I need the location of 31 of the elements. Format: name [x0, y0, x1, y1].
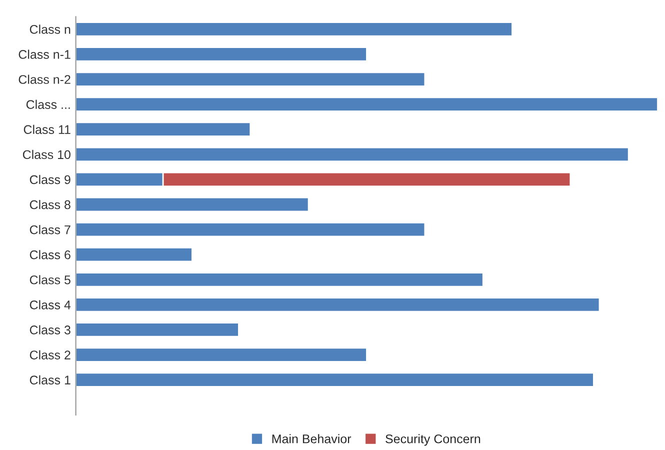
- bar: [76, 122, 252, 137]
- y-tick-label: Class 7: [30, 225, 70, 234]
- y-tick-label: Class 6: [30, 250, 70, 260]
- bar: [76, 96, 658, 112]
- y-tick-label: Class 8: [30, 200, 70, 210]
- y-tick-label: Class 3: [30, 325, 70, 334]
- y-tick-label: Class 9: [30, 174, 70, 184]
- bar: [76, 322, 240, 338]
- legend-label: Security Concern: [386, 434, 480, 446]
- bar: [76, 46, 368, 62]
- bar: [76, 272, 484, 288]
- bar: [76, 72, 426, 87]
- bar: [76, 222, 426, 238]
- bar: [76, 196, 310, 212]
- bar: [76, 22, 513, 37]
- y-tick-label: Class 11: [24, 124, 70, 134]
- y-tick-label: Class n-1: [18, 50, 70, 59]
- y-tick-label: Class n-2: [18, 74, 70, 84]
- bar: [76, 146, 630, 162]
- y-tick-label: Class n: [30, 24, 70, 34]
- bar: [76, 347, 368, 362]
- bar: [76, 297, 600, 312]
- y-tick-label: Class 2: [30, 350, 70, 360]
- y-tick-label: Class 5: [30, 275, 70, 284]
- legend-label: Main Behavior: [272, 434, 352, 444]
- bar: [76, 247, 193, 262]
- y-tick-label: Class 4: [30, 300, 71, 310]
- bar: [76, 372, 594, 388]
- y-tick-label: Class 1: [30, 375, 70, 384]
- y-tick-label: Class ...: [26, 100, 70, 109]
- y-tick-label: Class 10: [22, 150, 70, 160]
